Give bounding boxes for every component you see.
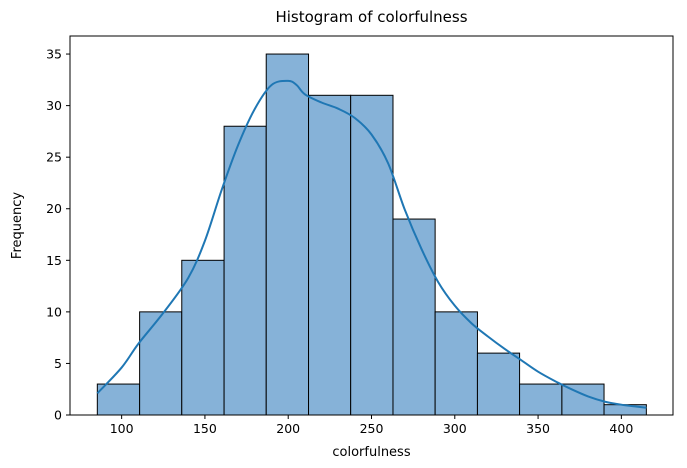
histogram-bar xyxy=(476,352,521,416)
x-tick-label: 100 xyxy=(110,421,134,436)
x-tick-label: 150 xyxy=(193,421,217,436)
chart-title: Histogram of colorfulness xyxy=(275,8,467,26)
x-tick-label: 350 xyxy=(526,421,550,436)
y-axis-label: Frequency xyxy=(10,192,25,259)
y-tick-label: 30 xyxy=(46,98,62,113)
y-tick-label: 25 xyxy=(46,150,62,165)
histogram-bar xyxy=(96,383,141,416)
histogram-bar xyxy=(519,383,563,416)
histogram-bars xyxy=(96,53,647,416)
x-axis-label: colorfulness xyxy=(332,445,410,460)
histogram-bar xyxy=(308,94,352,416)
histogram-bar xyxy=(434,311,478,416)
y-tick-label: 35 xyxy=(46,47,62,62)
y-tick-label: 0 xyxy=(54,408,62,423)
histogram-bar xyxy=(350,94,394,416)
histogram-bar xyxy=(265,53,310,416)
y-tick-label: 15 xyxy=(46,253,62,268)
histogram-bar xyxy=(139,311,183,416)
x-tick-label: 300 xyxy=(443,421,467,436)
y-tick-label: 5 xyxy=(54,356,62,371)
x-tick-label: 400 xyxy=(609,421,633,436)
histogram-bar xyxy=(223,125,267,416)
y-tick-label: 10 xyxy=(46,304,62,319)
histogram-bar xyxy=(392,218,436,416)
histogram-bar xyxy=(181,259,225,416)
kde-curve xyxy=(96,79,647,409)
x-tick-label: 200 xyxy=(276,421,300,436)
x-axis-ticks: 100 150 200 250 300 350 400 xyxy=(110,415,633,436)
y-axis-ticks: 0 5 10 15 20 25 30 35 xyxy=(46,47,70,423)
y-tick-label: 20 xyxy=(46,201,62,216)
x-tick-label: 250 xyxy=(360,421,384,436)
